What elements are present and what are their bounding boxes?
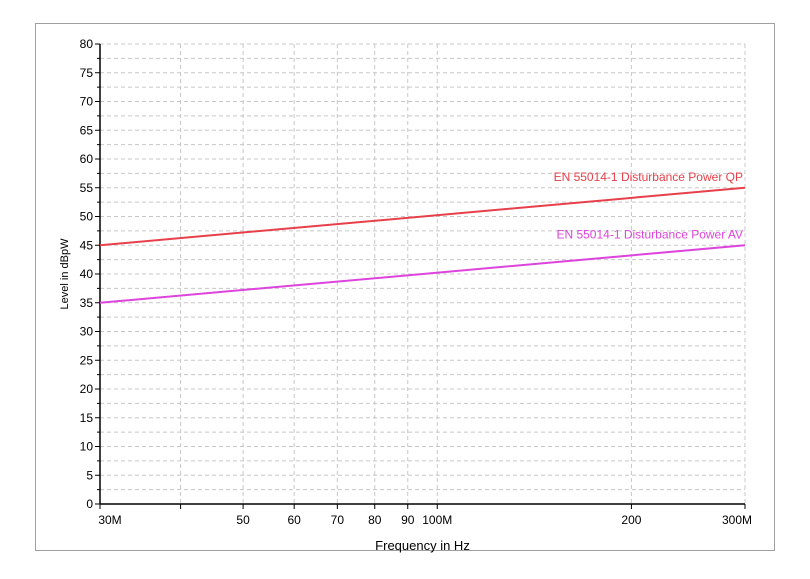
y-tick-label: 25 [80,353,94,367]
y-tick-label: 10 [80,440,94,454]
y-tick-label: 30 [80,325,94,339]
y-tick-label: 55 [80,181,94,195]
x-tick-label: 80 [368,513,382,527]
y-tick-label: 70 [80,95,94,109]
x-tick-label: 90 [401,513,415,527]
series-label-av: EN 55014-1 Disturbance Power AV [556,227,743,241]
x-axis-label: Frequency in Hz [375,538,470,553]
x-tick-label: 100M [422,513,452,527]
y-tick-label: 75 [80,66,94,80]
y-tick-label: 35 [80,296,94,310]
y-tick-label: 20 [80,382,94,396]
y-tick-label: 50 [80,210,94,224]
y-tick-label: 45 [80,238,94,252]
y-tick-label: 60 [80,152,94,166]
x-tick-label: 70 [331,513,345,527]
x-tick-label: 300M [722,513,752,527]
y-tick-label: 80 [80,37,94,51]
y-tick-label: 0 [86,497,93,511]
series-label-qp: EN 55014-1 Disturbance Power QP [554,170,743,184]
y-tick-label: 40 [80,267,94,281]
series-line-av [99,244,746,304]
y-tick-label: 15 [80,411,94,425]
y-tick-label: 5 [86,468,93,482]
x-tick-label: 30M [98,513,121,527]
y-tick-label: 65 [80,123,94,137]
y-axis-label: Level in dBpW [59,238,71,310]
series-line-qp [99,186,746,247]
x-tick-label: 60 [287,513,301,527]
x-tick-label: 200 [621,513,641,527]
x-tick-label: 50 [236,513,250,527]
chart-frame [35,23,775,551]
